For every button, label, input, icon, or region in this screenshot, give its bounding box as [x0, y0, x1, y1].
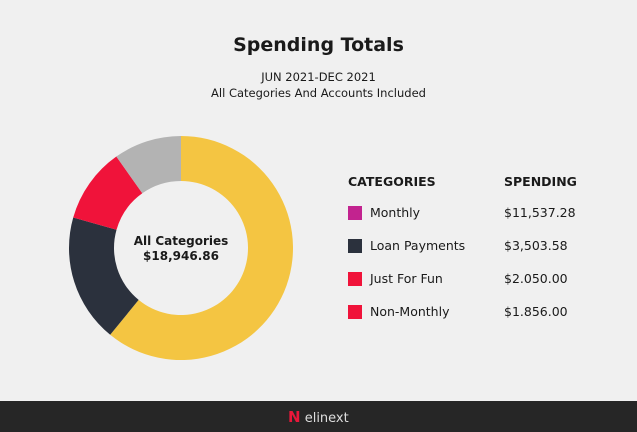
page-title: Spending Totals — [233, 34, 404, 56]
logo-text: elinext — [304, 411, 349, 426]
donut-chart — [69, 136, 294, 360]
elinext-logo: N elinext — [288, 408, 349, 426]
legend-label: Loan Payments — [370, 238, 466, 253]
legend-value: $2.050.00 — [504, 271, 568, 286]
date-range: JUN 2021-DEC 2021 — [261, 70, 376, 84]
donut-slice-monthly — [110, 136, 294, 360]
legend-value: $3,503.58 — [504, 238, 568, 253]
legend-swatch — [348, 272, 362, 286]
center-label: All Categories — [133, 234, 229, 248]
legend-value: $1.856.00 — [504, 304, 568, 319]
donut-slice-just-for-fun — [73, 156, 143, 230]
legend-swatch — [348, 305, 362, 319]
spending-header: SPENDING — [504, 174, 577, 189]
scope-text: All Categories And Accounts Included — [211, 86, 426, 100]
donut-slice-non-monthly — [116, 136, 181, 194]
legend-value: $11,537.28 — [504, 205, 576, 220]
logo-mark-icon: N — [288, 408, 301, 426]
donut-slice-loan-payments — [69, 217, 139, 335]
legend-label: Monthly — [370, 205, 421, 220]
legend-swatch — [348, 239, 362, 253]
categories-header: CATEGORIES — [348, 174, 436, 189]
legend-label: Non-Monthly — [370, 304, 450, 319]
center-value: $18,946.86 — [143, 249, 219, 263]
legend-label: Just For Fun — [370, 271, 443, 286]
legend-swatch — [348, 206, 362, 220]
footer: N elinext — [0, 401, 637, 432]
